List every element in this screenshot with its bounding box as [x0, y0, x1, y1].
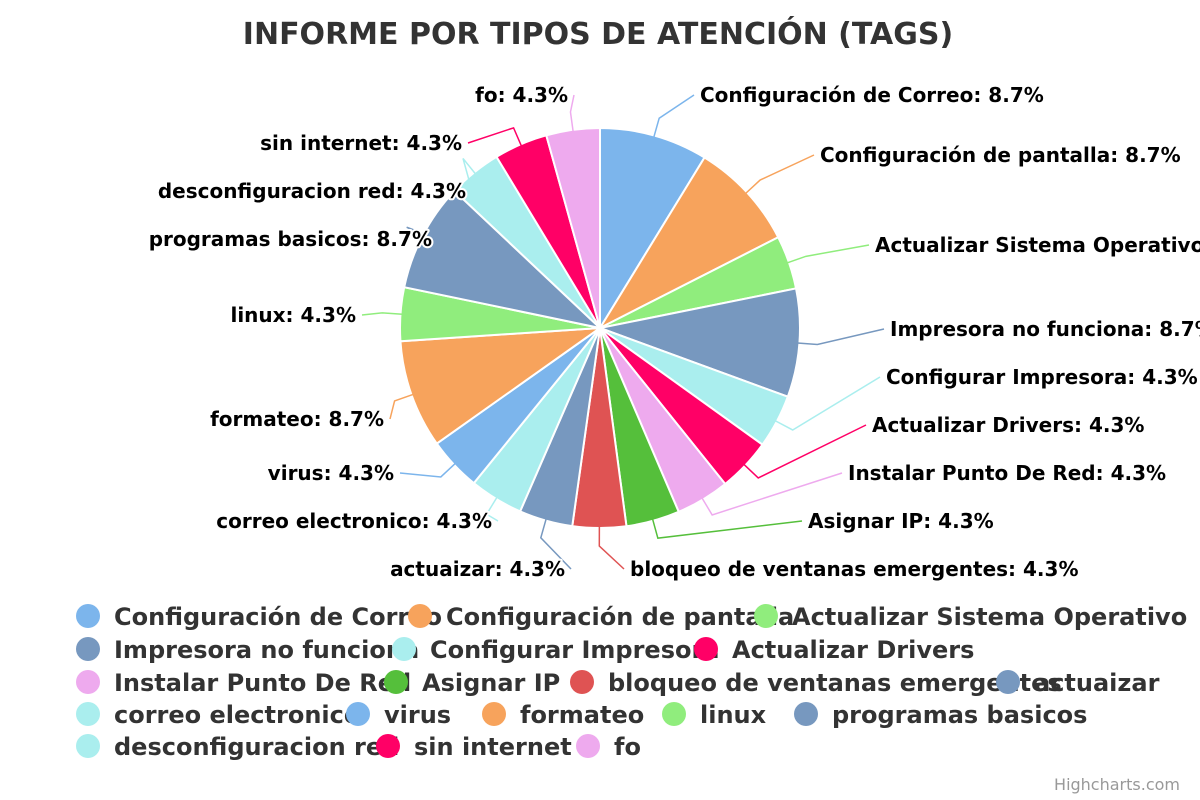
- legend-marker-asignar-ip[interactable]: [384, 670, 408, 694]
- legend-label-configuracion-de-correo[interactable]: Configuración de Correo: [114, 603, 442, 631]
- legend-marker-linux[interactable]: [662, 702, 686, 726]
- legend-label-correo-electronico[interactable]: correo electronico: [114, 701, 360, 729]
- connector-linux: [361, 312, 403, 316]
- legend-label-configurar-impresora[interactable]: Configurar Impresora: [430, 636, 720, 664]
- legend-label-fo[interactable]: fo: [614, 733, 641, 761]
- data-label-sin-internet: sin internet: 4.3%: [260, 131, 462, 155]
- label-connectors: [361, 94, 885, 570]
- connector-formateo: [389, 393, 414, 420]
- data-label-instalar-punto-de-red: Instalar Punto De Red: 4.3%: [848, 461, 1166, 485]
- legend-marker-configuracion-de-pantalla[interactable]: [408, 604, 432, 628]
- legend-label-instalar-punto-de-red[interactable]: Instalar Punto De Red: [114, 669, 411, 697]
- connector-configuracion-de-correo: [653, 94, 695, 138]
- data-label-linux: linux: 4.3%: [230, 303, 356, 327]
- connector-programas-basicos: [406, 226, 439, 240]
- connector-desconfiguracion-red: [462, 157, 477, 192]
- legend-marker-actuaizar[interactable]: [996, 670, 1020, 694]
- data-label-correo-electronico: correo electronico: 4.3%: [216, 509, 492, 533]
- legend-marker-actualizar-drivers[interactable]: [694, 637, 718, 661]
- data-label-impresora-no-funciona: Impresora no funciona: 8.7%: [890, 317, 1200, 341]
- legend-label-actuaizar[interactable]: actuaizar: [1034, 669, 1160, 697]
- connector-fo: [569, 94, 575, 132]
- legend-label-desconfiguracion-red[interactable]: desconfiguracion red: [114, 733, 399, 761]
- data-label-fo: fo: 4.3%: [475, 83, 568, 107]
- connector-bloqueo-de-ventanas-emergentes: [598, 525, 625, 570]
- data-label-virus: virus: 4.3%: [268, 461, 394, 485]
- legend-marker-bloqueo-de-ventanas-emergentes[interactable]: [570, 670, 594, 694]
- legend-label-asignar-ip[interactable]: Asignar IP: [422, 669, 560, 697]
- connector-sin-internet: [467, 126, 523, 147]
- legend-label-programas-basicos[interactable]: programas basicos: [832, 701, 1087, 729]
- data-label-asignar-ip: Asignar IP: 4.3%: [808, 509, 994, 533]
- credits-link[interactable]: Highcharts.com: [1054, 775, 1180, 794]
- chart-title: INFORME POR TIPOS DE ATENCIÓN (TAGS): [243, 15, 953, 52]
- data-label-configuracion-de-pantalla: Configuración de pantalla: 8.7%: [820, 143, 1181, 167]
- connector-configurar-impresora: [774, 376, 881, 431]
- legend-label-virus[interactable]: virus: [384, 701, 451, 729]
- legend-marker-instalar-punto-de-red[interactable]: [76, 670, 100, 694]
- connector-asignar-ip: [651, 518, 803, 540]
- connector-correo-electronico: [485, 496, 499, 522]
- pie-slices: [399, 126, 801, 529]
- connector-configuracion-de-pantalla: [744, 154, 815, 195]
- connector-actualizar-drivers: [743, 424, 867, 479]
- legend-marker-configurar-impresora[interactable]: [392, 637, 416, 661]
- data-label-desconfiguracion-red: desconfiguracion red: 4.3%: [158, 179, 466, 203]
- legend-label-sin-internet[interactable]: sin internet: [414, 733, 572, 761]
- connector-actuaizar: [539, 518, 572, 570]
- connector-instalar-punto-de-red: [701, 472, 843, 516]
- legend-label-actualizar-sistema-operativo[interactable]: Actualizar Sistema Operativo: [792, 603, 1187, 631]
- legend-marker-programas-basicos[interactable]: [794, 702, 818, 726]
- legend-marker-fo[interactable]: [576, 734, 600, 758]
- legend-label-linux[interactable]: linux: [700, 701, 767, 729]
- legend-marker-virus[interactable]: [346, 702, 370, 726]
- legend-label-actualizar-drivers[interactable]: Actualizar Drivers: [732, 636, 974, 664]
- data-label-formateo: formateo: 8.7%: [210, 407, 384, 431]
- legend-marker-correo-electronico[interactable]: [76, 702, 100, 726]
- connector-impresora-no-funciona: [797, 328, 885, 346]
- legend-marker-configuracion-de-correo[interactable]: [76, 604, 100, 628]
- legend-label-bloqueo-de-ventanas-emergentes[interactable]: bloqueo de ventanas emergentes: [608, 669, 1062, 697]
- legend-label-formateo[interactable]: formateo: [520, 701, 644, 729]
- legend-label-impresora-no-funciona[interactable]: Impresora no funciona: [114, 636, 419, 664]
- legend: Configuración de Correo Configuración de …: [76, 603, 1187, 761]
- data-labels: Configuración de Correo: 8.7% Configuraci…: [147, 81, 1200, 583]
- legend-marker-desconfiguracion-red[interactable]: [76, 734, 100, 758]
- legend-marker-sin-internet[interactable]: [376, 734, 400, 758]
- data-label-bloqueo-de-ventanas-emergentes: bloqueo de ventanas emergentes: 4.3%: [630, 557, 1079, 581]
- data-label-actualizar-sistema-operativo: Actualizar Sistema Operativo: 4.3%: [875, 233, 1200, 257]
- legend-marker-formateo[interactable]: [482, 702, 506, 726]
- legend-label-configuracion-de-pantalla[interactable]: Configuración de pantalla: [446, 603, 794, 631]
- connector-actualizar-sistema-operativo: [786, 244, 870, 264]
- connector-virus: [399, 462, 456, 478]
- data-label-programas-basicos: programas basicos: 8.7%: [149, 227, 432, 251]
- data-label-actuaizar: actuaizar: 4.3%: [390, 557, 565, 581]
- data-label-configurar-impresora: Configurar Impresora: 4.3%: [886, 365, 1198, 389]
- data-label-configuracion-de-correo: Configuración de Correo: 8.7%: [700, 83, 1044, 107]
- data-label-actualizar-drivers: Actualizar Drivers: 4.3%: [872, 413, 1144, 437]
- legend-marker-actualizar-sistema-operativo[interactable]: [754, 604, 778, 628]
- legend-marker-impresora-no-funciona[interactable]: [76, 637, 100, 661]
